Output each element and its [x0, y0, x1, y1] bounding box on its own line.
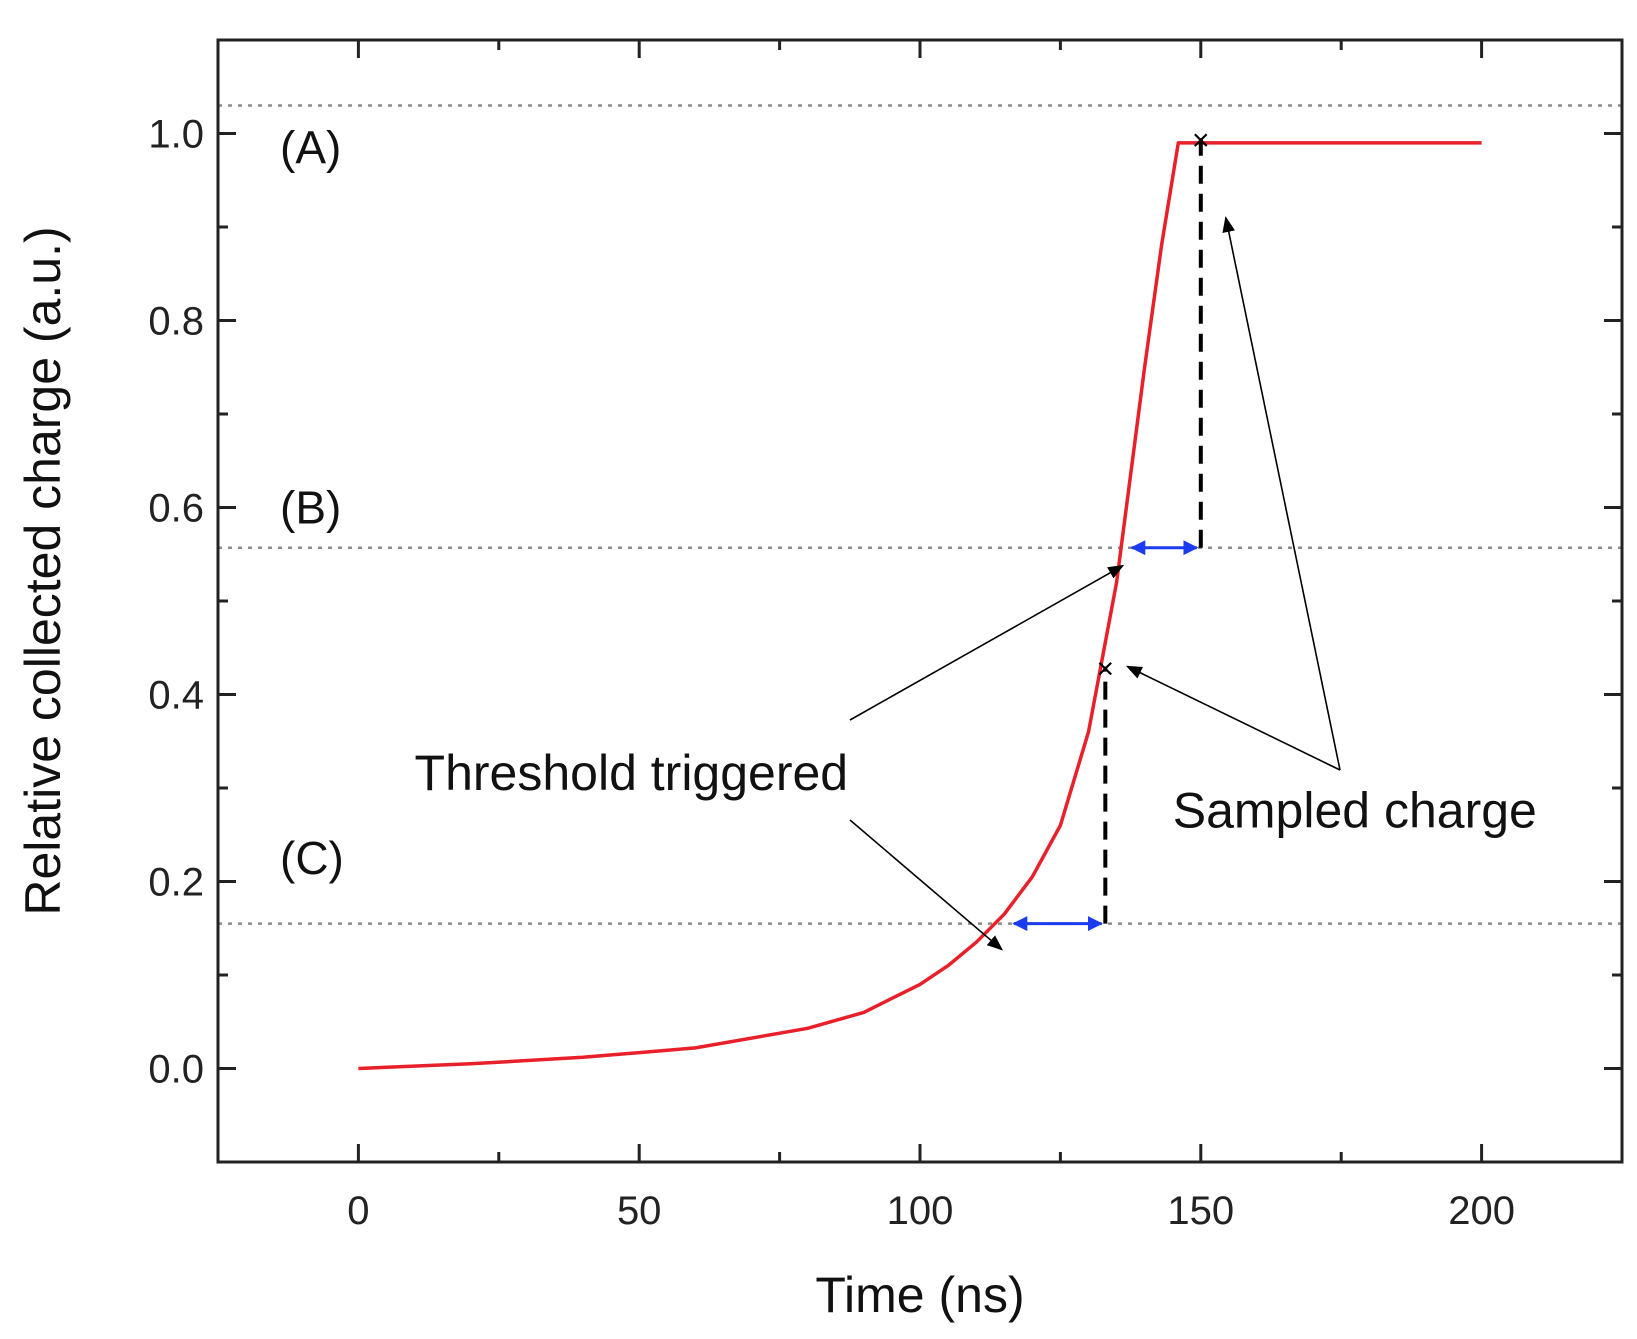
level-label-a: (A): [280, 122, 341, 174]
x-axis-title: Time (ns): [815, 1267, 1024, 1323]
annotation-sampled-charge: Sampled charge: [1173, 782, 1537, 838]
trigger-marks: ××: [1012, 124, 1210, 932]
x-tick-label: 100: [887, 1189, 954, 1233]
signal-curve: [358, 141, 1482, 1071]
y-tick-label: 0.0: [148, 1048, 204, 1092]
annotation-arrows: [849, 216, 1341, 951]
x-tick-label: 200: [1448, 1189, 1515, 1233]
annotation-threshold-triggered: Threshold triggered: [415, 745, 849, 801]
axis-ticks: 0 50 100 150 200 0.0 0.2 0.4 0.6 0.8 1.0: [148, 38, 1624, 1233]
y-tick-label: 0.6: [148, 487, 204, 531]
level-label-c: (C): [280, 832, 344, 884]
x-tick-label: 50: [617, 1189, 662, 1233]
y-tick-label: 0.4: [148, 674, 204, 718]
y-tick-label: 0.8: [148, 300, 204, 344]
curve-layer: [358, 141, 1482, 1071]
x-tick-label: 0: [347, 1189, 369, 1233]
plot-frame: [216, 38, 1624, 1164]
annotation-arrow: [1222, 216, 1341, 771]
y-axis-title: Relative collected charge (a.u.): [15, 226, 71, 915]
threshold-levels: [218, 104, 1622, 925]
annotation-arrow: [1125, 665, 1341, 771]
sample-cross: ×: [1192, 124, 1210, 157]
annotation-arrow: [849, 819, 1004, 951]
sample-cross: ×: [1097, 652, 1115, 685]
x-tick-label: 150: [1167, 1189, 1234, 1233]
y-tick-label: 0.2: [148, 861, 204, 905]
y-tick-label: 1.0: [148, 113, 204, 157]
level-label-b: (B): [280, 482, 341, 534]
annotation-arrow: [849, 564, 1125, 721]
